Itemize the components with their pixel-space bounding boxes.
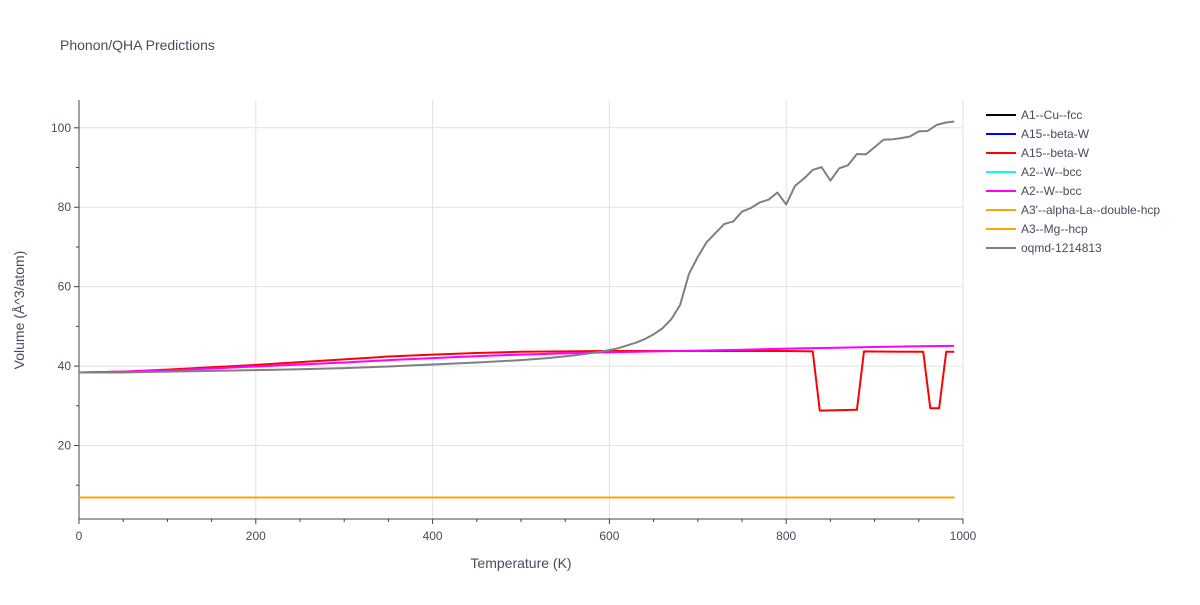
y-axis-title: Volume (Å^3/atom) (11, 251, 27, 370)
legend-item-1[interactable]: A15--beta-W (986, 127, 1090, 141)
x-tick-label: 800 (776, 529, 796, 543)
legend-item-3[interactable]: A2--W--bcc (986, 165, 1081, 179)
legend-label: A15--beta-W (1021, 127, 1090, 141)
legend-item-6[interactable]: A3--Mg--hcp (986, 222, 1088, 236)
legend-label: A1--Cu--fcc (1021, 108, 1082, 122)
grid (79, 100, 964, 519)
x-tick-label: 600 (599, 529, 619, 543)
legend-label: A2--W--bcc (1021, 165, 1081, 179)
legend-label: A3'--alpha-La--double-hcp (1021, 203, 1160, 217)
y-tick-label: 20 (58, 439, 72, 453)
legend-label: A15--beta-W (1021, 146, 1090, 160)
series-line-4 (78, 344, 955, 374)
legend-item-5[interactable]: A3'--alpha-La--double-hcp (986, 203, 1160, 217)
legend-item-0[interactable]: A1--Cu--fcc (986, 108, 1082, 122)
legend-item-2[interactable]: A15--beta-W (986, 146, 1090, 160)
series-line-7 (79, 120, 955, 374)
legend-label: A3--Mg--hcp (1021, 222, 1088, 236)
legend-label: oqmd-1214813 (1021, 241, 1102, 255)
legend-label: A2--W--bcc (1021, 184, 1081, 198)
y-tick-label: 100 (51, 121, 71, 135)
x-tick-label: 400 (423, 529, 443, 543)
x-tick-label: 200 (246, 529, 266, 543)
y-tick-label: 80 (58, 200, 72, 214)
chart-title: Phonon/QHA Predictions (60, 37, 215, 53)
legend-item-4[interactable]: A2--W--bcc (986, 184, 1081, 198)
y-tick-label: 60 (58, 280, 72, 294)
x-axis-title: Temperature (K) (470, 555, 571, 571)
x-tick-label: 1000 (950, 529, 977, 543)
legend-item-7[interactable]: oqmd-1214813 (986, 241, 1102, 255)
y-tick-label: 40 (58, 359, 72, 373)
axes: 0 200 400 600 800 1000 20 40 60 80 100 (51, 100, 977, 543)
series-group (78, 120, 955, 499)
legend[interactable]: A1--Cu--fcc A15--beta-W A15--beta-W A2--W--… (986, 108, 1160, 255)
x-tick-label: 0 (76, 529, 83, 543)
